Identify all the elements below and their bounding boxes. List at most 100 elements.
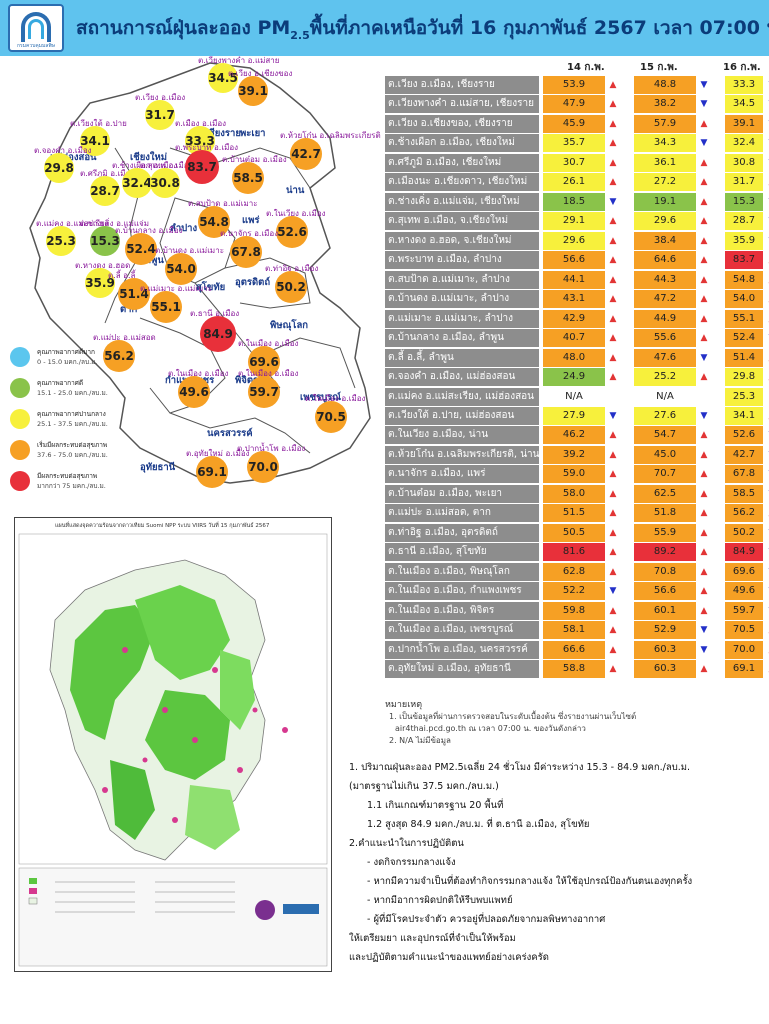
table-row: ต.ท่าอิฐ อ.เมือง, อุตรดิตถ์ 50.5 ▲ 55.9 ▲ 50.… xyxy=(385,523,769,543)
pm25-value: 50.5 xyxy=(543,523,605,542)
pm25-value: 44.1 xyxy=(543,270,605,289)
legend-swatch xyxy=(10,409,30,429)
pm25-value: 58.5 xyxy=(725,484,763,503)
map-outline xyxy=(29,62,371,484)
pm25-value: 29.6 xyxy=(634,212,696,231)
summary-line-2: (มาตรฐานไม่เกิน 37.5 มคก./ลบ.ม.) xyxy=(349,781,499,792)
legend-title: เริ่มมีผลกระทบต่อสุขภาพ xyxy=(37,441,108,449)
row-location: ต.เวียงพางคำ อ.แม่สาย, เชียงราย xyxy=(385,95,539,114)
pm25-value: 29.6 xyxy=(543,231,605,250)
row-location: ต.เมืองนะ อ.เชียงดาว, เชียงใหม่ xyxy=(385,173,539,192)
row-location: ต.ในเมือง อ.เมือง, เพชรบูรณ์ xyxy=(385,621,539,640)
row-location: ต.ในเมือง อ.เมือง, พิจิตร xyxy=(385,601,539,620)
trend-down-icon: ▼ xyxy=(700,80,708,90)
pm25-value: 44.9 xyxy=(634,309,696,328)
pm25-value: 58.8 xyxy=(543,660,605,679)
station-bubble: 59.7 xyxy=(248,376,280,408)
trend-down-icon: ▼ xyxy=(700,99,708,110)
table-row: ต.เวียง อ.เชียงของ, เชียงราย 45.9 ▲ 57.9 ▲ 39… xyxy=(385,114,769,134)
pm25-value: 62.8 xyxy=(543,562,605,581)
legend-title: คุณภาพอากาศดีมาก xyxy=(37,348,95,356)
legend-swatch xyxy=(10,347,30,367)
summary-line-4: 1.2 สูงสุด 84.9 มคก./ลบ.ม. ที่ ต.ธานี อ.… xyxy=(367,819,590,830)
station-bubble: 25.3 xyxy=(46,226,76,256)
station-bubble: 15.3 xyxy=(90,226,120,256)
pm25-value: 45.9 xyxy=(543,114,605,133)
pm25-value: 25.3 xyxy=(725,387,763,406)
station-bubble: 70.0 xyxy=(247,451,279,483)
station-bubble: 51.4 xyxy=(118,278,150,310)
pm25-value: N/A xyxy=(543,387,605,406)
title-suffix: พื้นที่ภาคเหนือวันที่ 16 กุมภาพันธ์ 2567… xyxy=(309,17,769,39)
trend-up-icon: ▲ xyxy=(609,138,617,149)
trend-up-icon: ▲ xyxy=(609,333,617,344)
trend-up-icon: ▲ xyxy=(700,508,708,519)
legend-swatch xyxy=(10,440,30,460)
station-bubble: 67.8 xyxy=(230,236,262,268)
station-label: ต.ห้วยโก๋น อ.เฉลิมพระเกียรติ xyxy=(280,131,381,140)
pm25-value: 34.3 xyxy=(634,134,696,153)
legend-swatch xyxy=(10,471,30,491)
province-label-tak: ตาก xyxy=(120,304,138,315)
pm25-value: 34.1 xyxy=(725,406,763,425)
station-bubble: 35.9 xyxy=(85,268,115,298)
row-location: ต.บ้านต๋อม อ.เมือง, พะเยา xyxy=(385,484,539,503)
title-prefix: สถานการณ์ฝุ่นละออง PM xyxy=(76,17,291,39)
table-row: ต.นาจักร อ.เมือง, แพร่59.0▲70.7▲67.8▼ xyxy=(385,465,769,484)
pm25-value: 51.5 xyxy=(543,504,605,523)
table-row: ต.สุเทพ อ.เมือง, จ.เชียงใหม่ 29.1 ▲ 29.6 ▲ 28… xyxy=(385,212,769,231)
pm25-value: 54.7 xyxy=(634,426,696,445)
row-location: ต.ปากน้ำโพ อ.เมือง, นครสวรรค์ xyxy=(385,640,539,659)
row-location: ต.นาจักร อ.เมือง, แพร่ xyxy=(385,465,539,484)
row-location: ต.ในเมือง อ.เมือง, กำแพงเพชร xyxy=(385,582,539,601)
station-bubble: 28.7 xyxy=(90,176,120,206)
trend-up-icon: ▲ xyxy=(700,196,708,207)
row-location: ต.ลี้ อ.ลี้, ลำพูน xyxy=(385,348,539,367)
trend-up-icon: ▲ xyxy=(609,80,617,90)
station-bubble: 39.1 xyxy=(238,76,268,106)
pm25-value: 83.7 xyxy=(725,251,763,270)
station-label: ต.ในเมือง อ.เมือง xyxy=(238,369,299,378)
pcd-logo: กรมควบคุมมลพิษ xyxy=(8,4,64,52)
satellite-map-title: แผนที่แสดงจุดความร้อนจากดาวเทียม Suomi N… xyxy=(55,523,270,529)
station-label: ต.เวียงพางคำ อ.แม่สาย xyxy=(198,56,280,65)
row-location: ต.ธานี อ.เมือง, สุโขทัย xyxy=(385,543,539,562)
pm25-value: 27.9 xyxy=(543,406,605,425)
pm25-value: N/A xyxy=(634,387,696,406)
station-label: ต.สบป้าด อ.แม่เมาะ xyxy=(188,199,258,208)
pm25-value: 39.2 xyxy=(543,445,605,464)
station-label: ต.บ้านกลาง อ.เมือง xyxy=(115,226,183,235)
province-label-sukhothai: สุโขทัย xyxy=(196,282,226,293)
station-label: ต.เวียงใต้ อ.ปาย xyxy=(70,119,127,128)
station-bubble: 32.4 xyxy=(122,168,152,198)
table-row: ต.ในเมือง อ.เมือง, กำแพงเพชร 52.2 ▼ 56.6 ▲ 49… xyxy=(385,582,769,601)
province-label-chiangrai: เชียงราย xyxy=(205,128,241,139)
trend-up-icon: ▲ xyxy=(700,157,708,168)
trend-up-icon: ▲ xyxy=(609,488,617,499)
province-label-phichit: พิจิตร xyxy=(235,375,259,386)
trend-up-icon: ▲ xyxy=(700,313,708,324)
summary-line-5: 2.คำแนะนำในการปฏิบัติตน xyxy=(349,838,464,849)
station-label: ต.ในเมือง อ.เมือง xyxy=(305,394,366,403)
pm25-value: 69.6 xyxy=(725,562,763,581)
summary-line-11: และปฏิบัติตามคำแนะนำของแพทย์อย่างเคร่งคร… xyxy=(349,952,549,963)
row-location: ต.สุเทพ อ.เมือง, จ.เชียงใหม่ xyxy=(385,212,539,231)
station-bubble: 55.1 xyxy=(150,291,182,323)
table-row: ต.แม่เมาะ อ.แม่เมาะ, ลำปาง 42.9 ▲ 44.9 ▲ 55.1… xyxy=(385,309,769,329)
pm25-value: 49.6 xyxy=(725,582,763,601)
trend-up-icon: ▲ xyxy=(700,372,708,383)
pm25-value: 47.6 xyxy=(634,348,696,367)
table-row: ต.หางดง อ.ฮอด, จ.เชียงใหม่ 29.6 ▲ 38.4 ▲ 35.9… xyxy=(385,231,769,251)
trend-down-icon: ▼ xyxy=(700,625,708,636)
table-row: ต.ห้วยโก๋น อ.เฉลิมพระเกียรติ, น่าน 39.2 ▲ 4… xyxy=(385,445,769,465)
station-label: ต.ในเวียง อ.เมือง xyxy=(266,209,326,218)
trend-up-icon: ▲ xyxy=(609,274,617,285)
pm25-value: 26.1 xyxy=(543,173,605,192)
trend-up-icon: ▲ xyxy=(700,547,708,558)
row-location: ต.แม่คง อ.แม่สะเรียง, แม่ฮ่องสอน xyxy=(385,387,539,406)
legend-range: 15.1 - 25.0 มคก./ลบ.ม. xyxy=(37,389,108,397)
